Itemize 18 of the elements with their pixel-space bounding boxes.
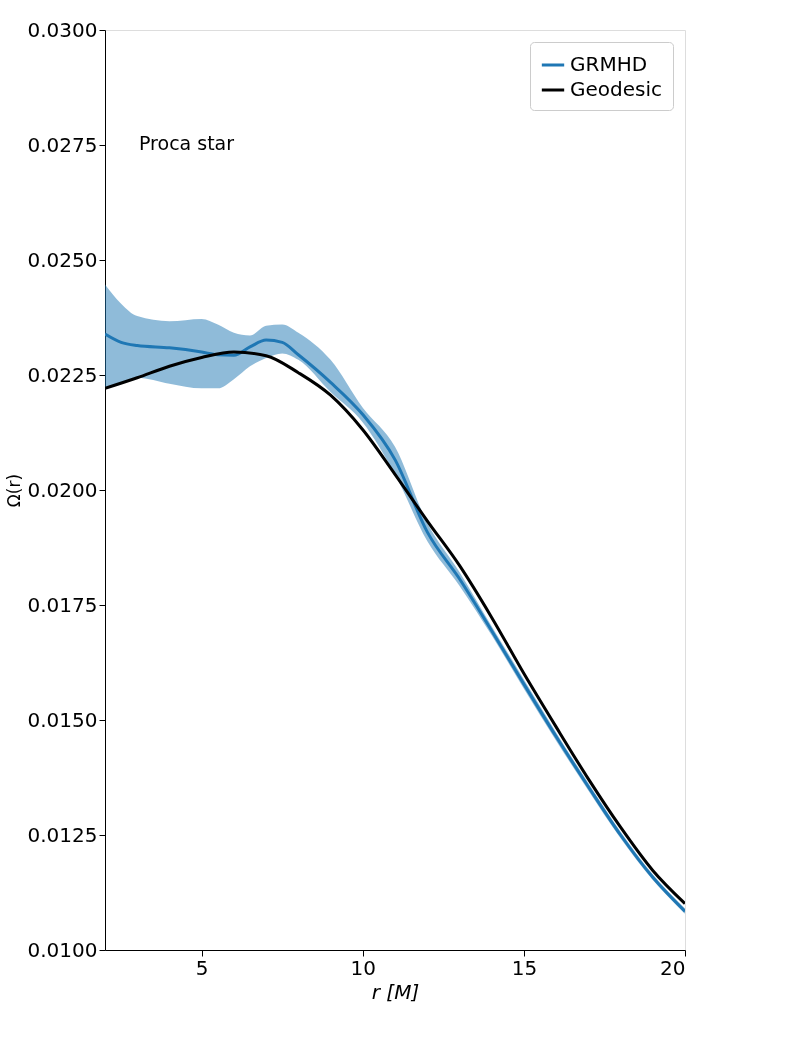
x-tick-label: 5 <box>195 955 209 980</box>
y-tick-label: 0.0150 <box>27 707 98 732</box>
y-tick-label: 0.0225 <box>27 362 98 387</box>
legend-label: GRMHD <box>570 52 648 76</box>
y-tick-label: 0.0200 <box>27 477 98 502</box>
y-tick-label: 0.0250 <box>27 247 98 272</box>
y-tick-label: 0.0100 <box>27 937 98 962</box>
x-tick-label: 10 <box>350 955 376 980</box>
legend-label: Geodesic <box>570 77 663 101</box>
y-tick-label: 0.0175 <box>27 592 98 617</box>
x-tick-label: 15 <box>511 955 538 980</box>
y-tick-label: 0.0300 <box>27 17 98 42</box>
y-axis-title: Ω(r) <box>3 473 24 508</box>
annotation: Proca star <box>139 132 235 154</box>
y-tick-label: 0.0125 <box>27 822 98 847</box>
y-tick-label: 0.0275 <box>27 132 98 157</box>
x-tick-label: 20 <box>660 955 686 980</box>
x-axis-title: r [M] <box>371 979 420 1004</box>
